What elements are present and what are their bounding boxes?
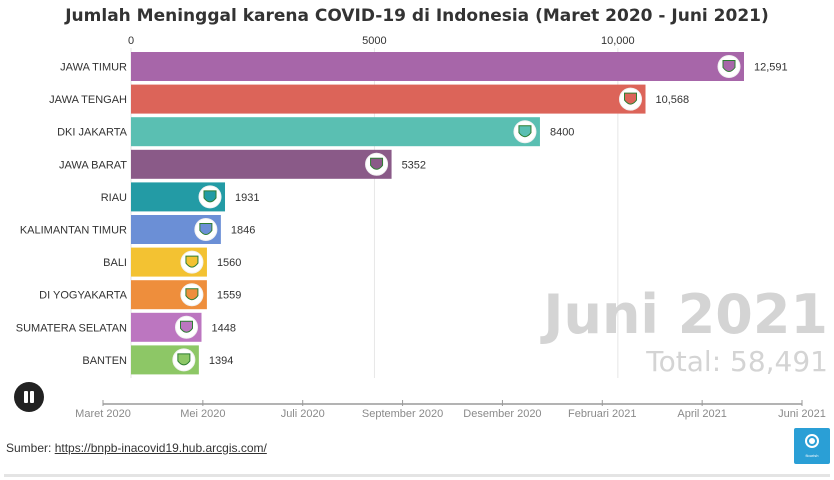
chart-title: Jumlah Meninggal karena COVID-19 di Indo… <box>65 6 769 26</box>
province-emblem-shield <box>185 255 199 268</box>
category-label: KALIMANTAN TIMUR <box>20 225 127 237</box>
value-label: 1559 <box>217 290 241 302</box>
timeline-label: Februari 2021 <box>568 408 637 420</box>
province-emblem-shield <box>370 157 384 170</box>
category-label: BALI <box>103 257 127 269</box>
pause-icon-bar <box>30 391 34 403</box>
source-link[interactable]: https://bnpb-inacovid19.hub.arcgis.com/ <box>54 441 267 455</box>
timeline-label: April 2021 <box>677 408 727 420</box>
bar <box>131 84 646 114</box>
value-label: 1448 <box>211 322 235 334</box>
value-label: 8400 <box>550 127 574 139</box>
bottom-divider <box>4 474 830 477</box>
category-label: DI YOGYAKARTA <box>39 290 127 302</box>
category-label: DKI JAKARTA <box>57 127 128 139</box>
value-label: 1931 <box>235 192 259 204</box>
timeline-label: September 2020 <box>362 408 443 420</box>
value-label: 1560 <box>217 257 241 269</box>
timeline-label: Maret 2020 <box>75 408 131 420</box>
value-label: 10,568 <box>656 94 690 106</box>
total-label: Total: 58,491 <box>645 345 828 378</box>
province-emblem-shield <box>199 223 213 235</box>
province-emblem-shield <box>722 60 736 72</box>
category-label: SUMATERA SELATAN <box>16 322 127 334</box>
x-tick-label: 0 <box>128 35 134 47</box>
pause-icon <box>24 391 28 403</box>
timeline-label: Juni 2021 <box>778 408 826 420</box>
category-label: RIAU <box>101 192 127 204</box>
province-emblem-shield <box>624 92 638 105</box>
x-tick-label: 10,000 <box>601 35 635 47</box>
source-label: Sumber: <box>6 441 52 455</box>
value-label: 12,591 <box>754 62 788 74</box>
timeline-label: Juli 2020 <box>281 408 325 420</box>
value-label: 1846 <box>231 225 255 237</box>
timeline-label: Mei 2020 <box>180 408 225 420</box>
bar <box>131 149 392 179</box>
province-emblem-shield <box>179 320 193 333</box>
logo-text: flourish <box>805 453 819 458</box>
category-label: JAWA TENGAH <box>49 94 127 106</box>
timeline-label: Desember 2020 <box>463 408 541 420</box>
flourish-logo[interactable]: flourish <box>794 428 830 464</box>
province-emblem-shield <box>203 190 217 203</box>
value-label: 5352 <box>402 159 426 171</box>
current-period-label: Juni 2021 <box>539 283 828 346</box>
province-emblem-shield <box>518 125 532 138</box>
category-label: JAWA TIMUR <box>60 62 127 74</box>
bar <box>131 52 744 81</box>
x-tick-label: 5000 <box>362 35 386 47</box>
category-label: JAWA BARAT <box>59 159 127 171</box>
logo-dot <box>809 438 815 444</box>
source-line: Sumber: https://bnpb-inacovid19.hub.arcg… <box>6 441 267 455</box>
pause-button[interactable] <box>14 382 44 412</box>
province-emblem-shield <box>185 288 199 301</box>
value-label: 1394 <box>209 355 233 367</box>
logo-icon <box>805 434 819 448</box>
category-label: BANTEN <box>82 355 127 367</box>
bar <box>131 117 540 147</box>
province-emblem-shield <box>177 353 191 366</box>
